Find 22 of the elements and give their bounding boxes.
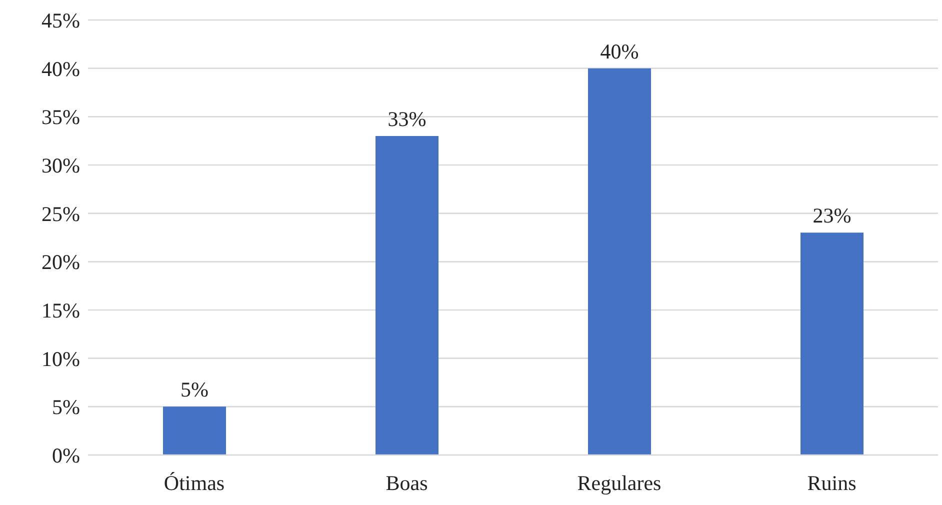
- y-tick-label: 15%: [42, 298, 80, 322]
- data-label: 40%: [600, 39, 639, 64]
- bar: [588, 68, 651, 455]
- y-tick-label: 5%: [52, 395, 80, 420]
- x-tick-label: Ruins: [807, 470, 856, 495]
- x-tick-label: Regulares: [577, 470, 662, 495]
- y-tick-label: 35%: [42, 105, 80, 130]
- y-tick-label: 20%: [42, 250, 80, 274]
- x-tick-label: Ótimas: [164, 470, 225, 495]
- data-label: 23%: [812, 204, 852, 228]
- y-tick-label: 25%: [42, 202, 80, 226]
- data-label: 5%: [180, 378, 208, 402]
- y-tick-label: 45%: [42, 8, 80, 32]
- y-tick-label: 0%: [52, 443, 80, 468]
- bar: [376, 136, 438, 455]
- data-label: 33%: [388, 107, 426, 131]
- y-tick-label: 40%: [42, 56, 80, 81]
- bar: [800, 232, 864, 455]
- x-tick-label: Boas: [386, 470, 428, 495]
- bar: [163, 406, 226, 455]
- y-tick-label: 30%: [42, 153, 80, 178]
- y-tick-label: 10%: [42, 346, 80, 371]
